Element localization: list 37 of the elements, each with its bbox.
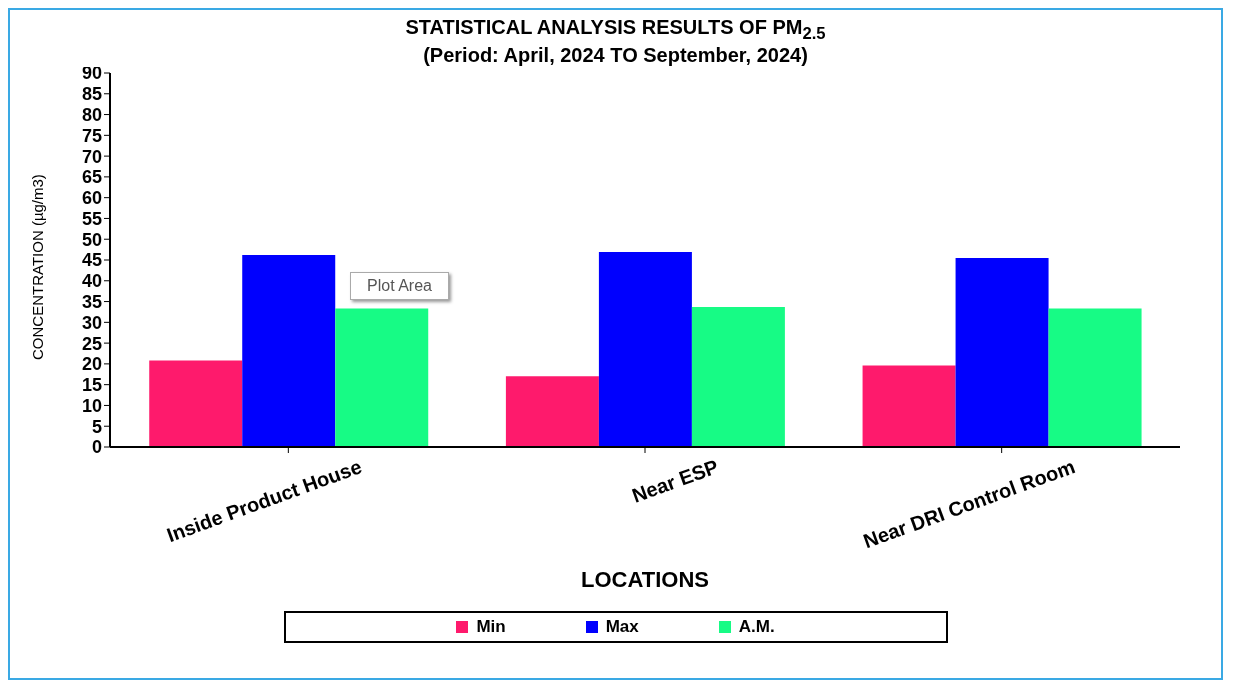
y-axis-title: CONCENTRATION (µg/m3)	[29, 174, 47, 360]
y-tick-label: 30	[81, 312, 102, 333]
y-tick-label: 70	[81, 146, 102, 167]
chart-title: STATISTICAL ANALYSIS RESULTS OF PM$_{2.5}$	[404, 16, 827, 44]
y-tick-label: 10	[81, 395, 102, 416]
bar	[149, 360, 243, 447]
bar	[862, 365, 956, 447]
y-tick-label: 90	[81, 63, 102, 84]
bar	[691, 306, 785, 447]
y-tick-label: 20	[81, 354, 102, 375]
x-axis-title: LOCATIONS	[581, 567, 709, 592]
y-tick-label: 5	[91, 416, 102, 437]
y-tick-label: 55	[81, 208, 102, 229]
legend-label: A.M.	[738, 617, 775, 637]
y-tick-label: 25	[81, 333, 102, 354]
annotation: Plot Area	[350, 272, 449, 300]
x-tick-label: Near ESP	[629, 455, 722, 507]
bar	[955, 257, 1049, 447]
y-tick-label: 75	[81, 125, 102, 146]
y-tick-label: 35	[81, 291, 102, 312]
y-tick-label: 45	[81, 250, 102, 271]
y-tick-label: 0	[91, 437, 102, 458]
y-tick-label: 80	[81, 104, 102, 125]
y-tick-label: 50	[81, 229, 102, 250]
y-tick-label: 40	[81, 271, 102, 292]
bar	[505, 376, 599, 447]
y-tick-label: 15	[81, 375, 102, 396]
y-tick-label: 65	[81, 167, 102, 188]
y-tick-label: 85	[81, 84, 102, 105]
y-tick-label: 60	[81, 188, 102, 209]
bar	[335, 308, 429, 447]
legend-label: Min	[476, 617, 506, 637]
legend-label: Max	[605, 617, 639, 637]
bar	[242, 255, 336, 447]
chart-subtitle: (Period: April, 2024 TO September, 2024)	[423, 44, 808, 66]
bar	[1048, 308, 1142, 447]
bar	[598, 252, 692, 447]
